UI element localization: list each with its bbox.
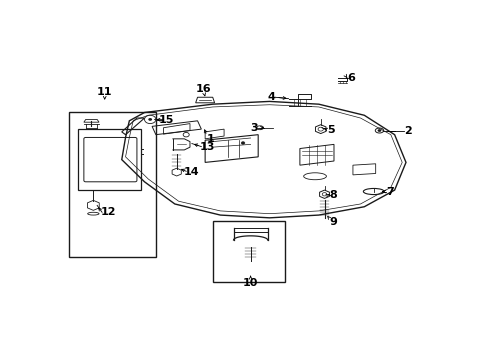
Circle shape [148,118,152,121]
Text: 10: 10 [243,278,258,288]
Text: 3: 3 [250,123,258,133]
Text: 16: 16 [195,84,211,94]
Text: 1: 1 [206,134,214,144]
Text: 6: 6 [346,73,354,82]
Text: 15: 15 [159,115,174,125]
Circle shape [377,129,381,132]
Text: 7: 7 [386,186,393,197]
Text: 11: 11 [97,87,112,97]
Text: 8: 8 [329,190,336,200]
Text: 12: 12 [101,207,116,217]
Text: 5: 5 [326,125,334,135]
Text: 4: 4 [267,92,275,102]
Text: 2: 2 [403,126,411,135]
Text: 13: 13 [199,142,214,152]
Circle shape [241,141,244,144]
Text: 9: 9 [328,217,337,227]
Text: 14: 14 [183,167,199,177]
